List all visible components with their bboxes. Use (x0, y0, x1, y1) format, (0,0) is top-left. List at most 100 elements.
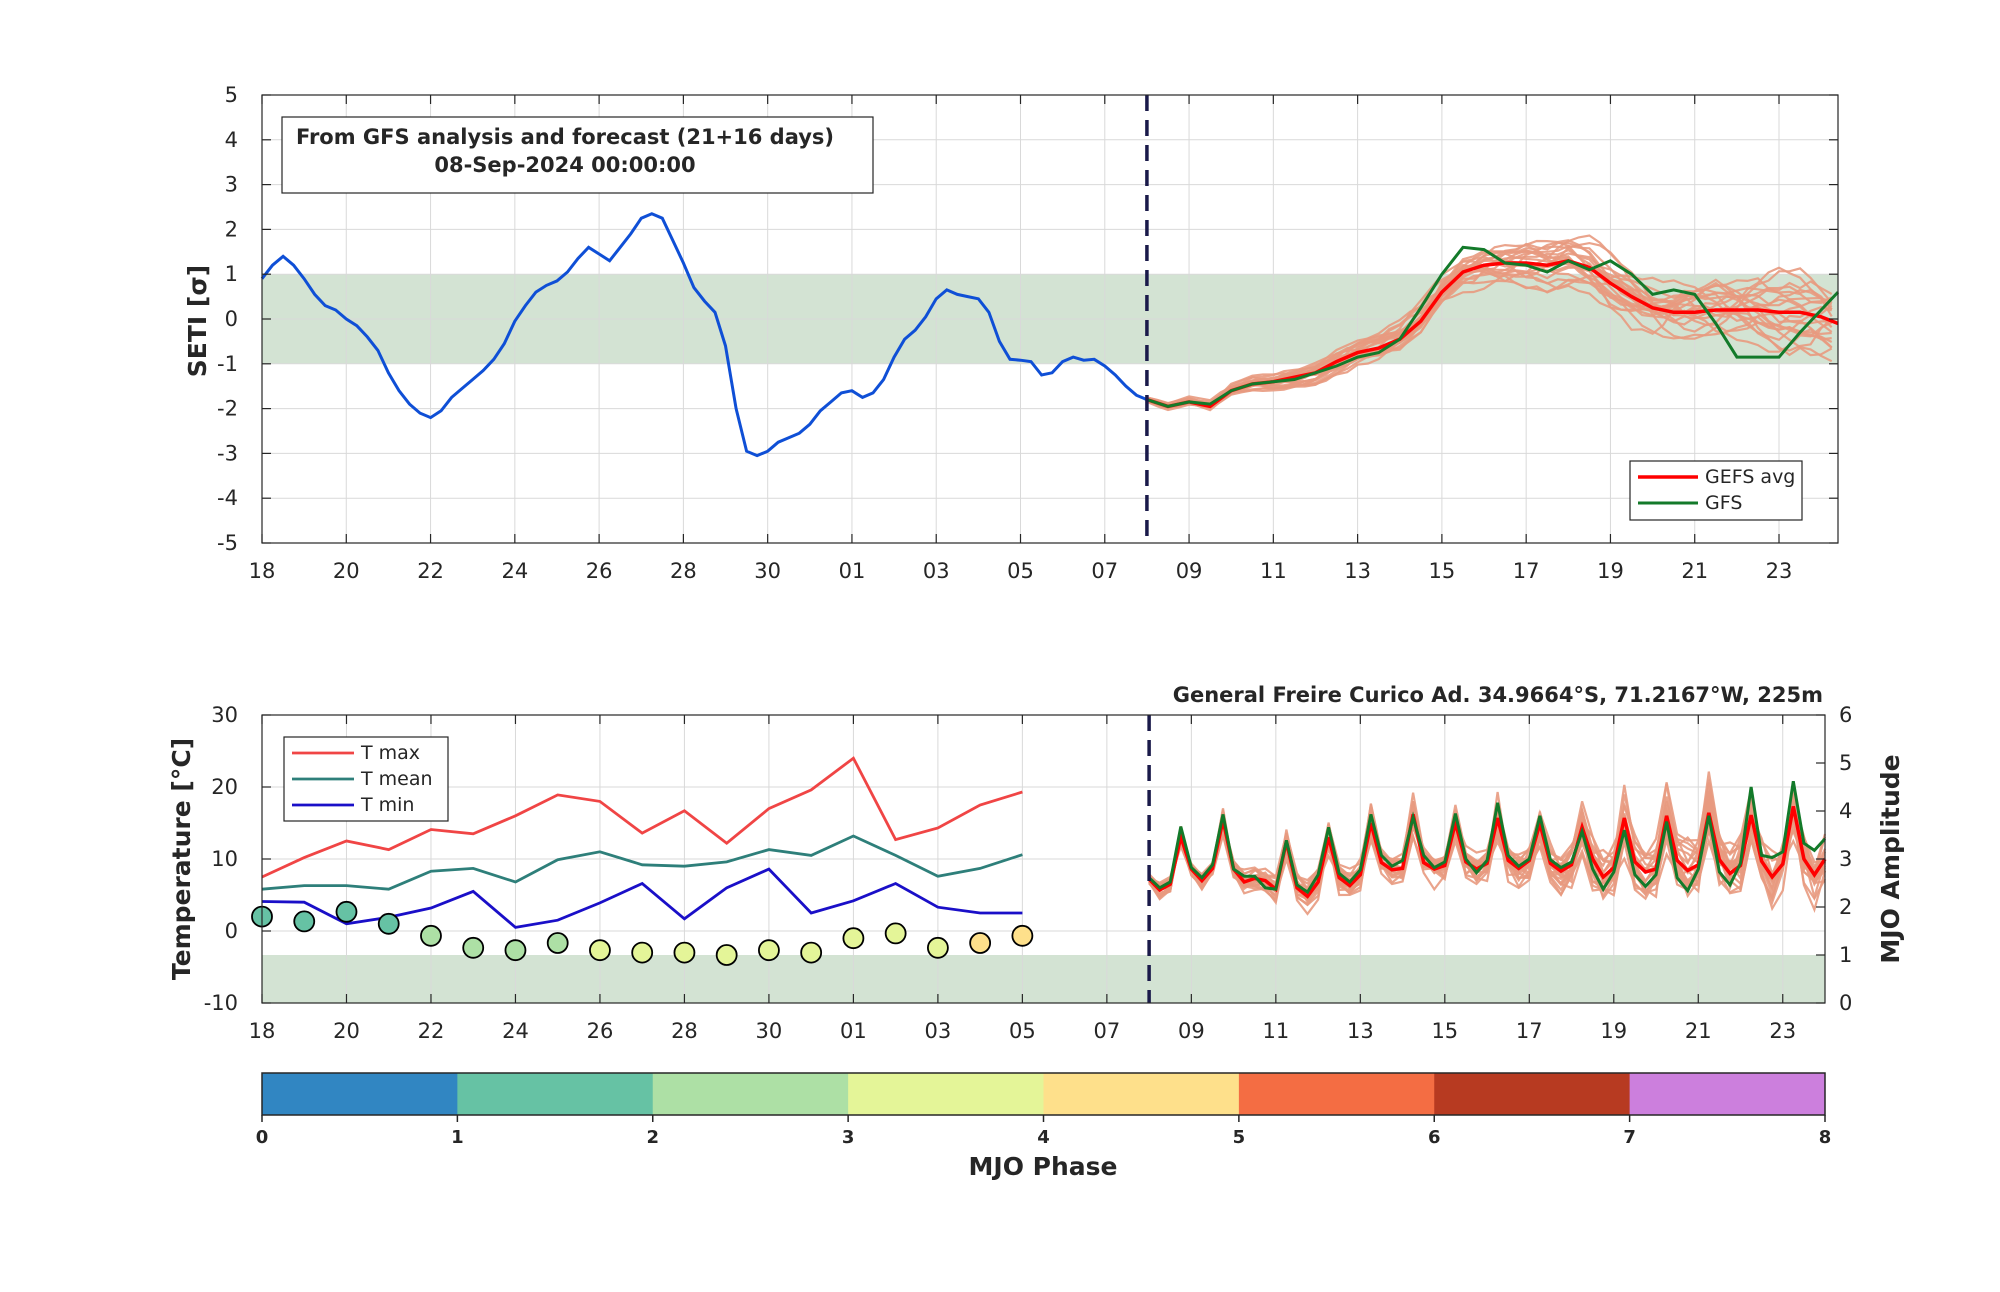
seti-gfs-line (1146, 245, 1840, 408)
mjo-marker (715, 944, 738, 966)
mjo-marker (926, 936, 949, 959)
temperature-legend: T max T mean T min (283, 736, 449, 822)
colorbar-tick-label: 5 (1233, 1127, 1246, 1148)
temperature-y-tick-label: 0 (225, 919, 238, 943)
temperature-y-tick-label: 30 (211, 703, 238, 727)
seti-x-tick-label: 15 (1429, 559, 1456, 583)
mjo-marker (377, 912, 400, 935)
seti-x-tick-label: 17 (1513, 559, 1540, 583)
mjo-amplitude-y-axis-label: MJO Amplitude (1876, 754, 1905, 963)
seti-member-line (1146, 241, 1833, 410)
temperature-x-tick-label: 19 (1600, 1019, 1627, 1043)
info-box-line-1: From GFS analysis and forecast (21+16 da… (296, 125, 834, 149)
legend-gefs-avg-label: GEFS avg (1705, 466, 1795, 488)
temperature-x-tick-label: 30 (756, 1019, 783, 1043)
seti-x-tick-label: 13 (1344, 559, 1371, 583)
colorbar-segment (262, 1073, 458, 1115)
seti-y-tick-label: 0 (225, 307, 238, 331)
mjo-amplitude-tick-label: 0 (1839, 991, 1852, 1015)
mjo-marker (335, 900, 358, 923)
colorbar-segments (262, 1073, 1826, 1115)
colorbar-tick-label: 0 (256, 1127, 269, 1148)
seti-x-tick-label: 24 (501, 559, 528, 583)
colorbar-segment (457, 1073, 654, 1115)
mjo-marker (969, 932, 992, 954)
mjo-amplitude-tick-label: 4 (1839, 799, 1852, 823)
mjo-marker (758, 939, 780, 962)
mjo-amplitude-tick-label: 6 (1839, 703, 1852, 727)
colorbar-tick-label: 3 (842, 1127, 855, 1148)
seti-legend: GEFS avg GFS (1629, 460, 1803, 521)
temperature-x-tick-label: 23 (1769, 1019, 1796, 1043)
seti-member-line (1146, 249, 1833, 409)
mjo-marker (842, 927, 865, 950)
tmean-line (261, 834, 1023, 891)
mjo-marker (1011, 924, 1034, 947)
temperature-x-tick-label: 18 (249, 1019, 276, 1043)
colorbar-segment (848, 1073, 1044, 1115)
colorbar-segment (1434, 1073, 1631, 1115)
tmax-line (261, 756, 1023, 879)
temperature-y-tick-label: -10 (204, 991, 238, 1015)
seti-x-tick-label: 23 (1766, 559, 1793, 583)
mjo-marker (293, 910, 316, 933)
seti-x-tick-label: 26 (586, 559, 613, 583)
colorbar-tick-label: 4 (1037, 1127, 1050, 1148)
seti-x-tick-label: 01 (839, 559, 866, 583)
seti-x-tick-label: 11 (1260, 559, 1287, 583)
temperature-x-tick-label: 15 (1431, 1019, 1458, 1043)
temperature-x-tick-label: 01 (840, 1019, 867, 1043)
seti-y-tick-label: 1 (225, 262, 238, 286)
mjo-phase-colorbar: 0 1 2 3 4 5 6 7 8 MJO Phase (256, 1072, 1831, 1181)
seti-y-tick-label: 4 (225, 128, 238, 152)
mjo-marker (673, 941, 696, 964)
temperature-x-tick-label: 13 (1347, 1019, 1374, 1043)
seti-x-tick-label: 18 (249, 559, 276, 583)
colorbar-tick-label: 6 (1428, 1127, 1441, 1148)
temperature-x-tick-label: 03 (925, 1019, 952, 1043)
temperature-x-tick-label: 20 (333, 1019, 360, 1043)
legend-gfs-label: GFS (1705, 492, 1742, 514)
temperature-x-tick-label: 11 (1262, 1019, 1289, 1043)
mjo-marker (420, 924, 442, 947)
temperature-x-tick-label: 21 (1685, 1019, 1712, 1043)
colorbar-label: MJO Phase (969, 1152, 1118, 1181)
mjo-marker (589, 939, 611, 962)
seti-x-tick-label: 28 (670, 559, 697, 583)
mjo-amplitude-tick-label: 5 (1839, 751, 1852, 775)
colorbar-segment (652, 1073, 849, 1115)
seti-y-tick-label: -5 (217, 531, 238, 555)
seti-x-tick-label: 03 (923, 559, 950, 583)
temperature-x-tick-label: 24 (502, 1019, 529, 1043)
info-box-line-2: 08-Sep-2024 00:00:00 (434, 153, 695, 177)
seti-y-tick-label: -1 (217, 352, 238, 376)
colorbar-segment (1043, 1073, 1240, 1115)
seti-x-tick-label: 30 (754, 559, 781, 583)
mjo-amplitude-tick-label: 2 (1839, 895, 1852, 919)
seti-x-tick-label: 09 (1176, 559, 1203, 583)
seti-member-line (1146, 241, 1833, 412)
temperature-y-tick-label: 20 (211, 775, 238, 799)
temperature-x-tick-label: 22 (418, 1019, 445, 1043)
colorbar-tick-label: 2 (646, 1127, 659, 1148)
temperature-x-tick-label: 26 (587, 1019, 614, 1043)
seti-y-tick-label: -2 (217, 397, 238, 421)
temperature-x-tick-label: 09 (1178, 1019, 1205, 1043)
seti-x-tick-label: 05 (1007, 559, 1034, 583)
seti-x-tick-label: 19 (1597, 559, 1624, 583)
mjo-amplitude-tick-label: 3 (1839, 847, 1852, 871)
temperature-x-tick-label: 28 (671, 1019, 698, 1043)
mjo-marker (462, 936, 485, 959)
seti-y-tick-label: 2 (225, 217, 238, 241)
colorbar-tick-label: 7 (1623, 1127, 1636, 1148)
temperature-gfs-line (1148, 780, 1827, 895)
seti-y-tick-label: -4 (217, 486, 238, 510)
colorbar-segment (1238, 1073, 1435, 1115)
mjo-marker (800, 941, 823, 964)
seti-x-tick-label: 07 (1091, 559, 1118, 583)
